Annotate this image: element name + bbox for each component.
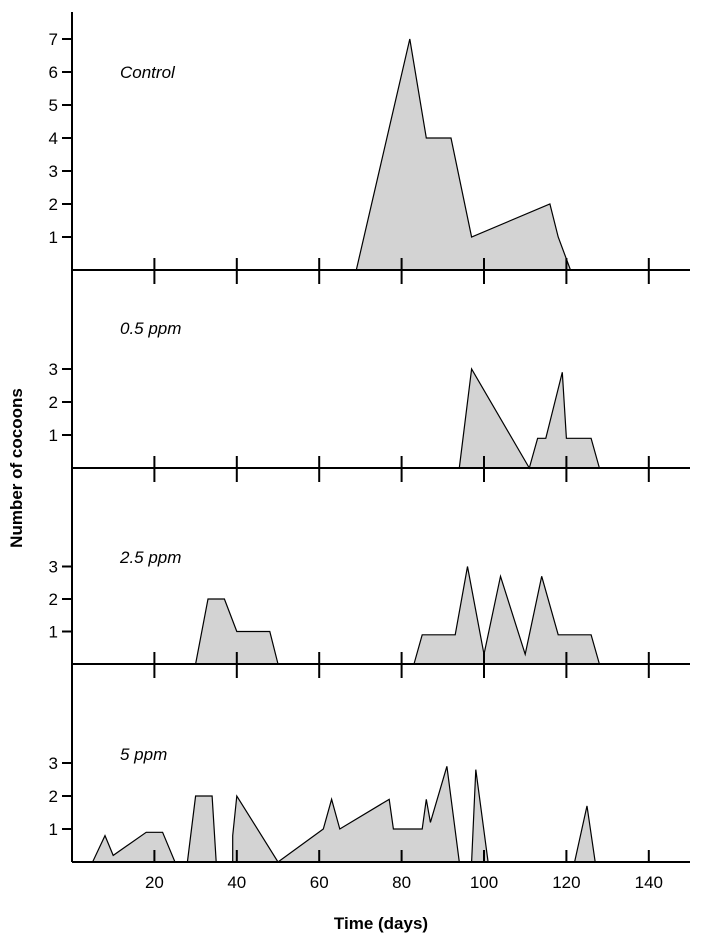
area-5-ppm-segment-4 (470, 769, 489, 863)
x-tick-label-20: 20 (145, 873, 164, 892)
y-tick-label-control-7: 7 (49, 30, 58, 49)
area-5-ppm-segment-1 (91, 831, 176, 863)
panel-label-2-5-ppm: 2.5 ppm (119, 548, 181, 567)
y-tick-label-control-5: 5 (49, 96, 58, 115)
y-tick-label-2-5-ppm-1: 1 (49, 623, 58, 642)
y-tick-label-2-5-ppm-3: 3 (49, 558, 58, 577)
area-5-ppm-segment-2 (186, 795, 217, 863)
y-tick-label-5-ppm-3: 3 (49, 754, 58, 773)
x-tick-label-120: 120 (552, 873, 580, 892)
area-2-5-ppm-segment-2 (413, 566, 601, 665)
x-axis-title: Time (days) (334, 914, 428, 933)
x-tick-label-100: 100 (470, 873, 498, 892)
y-tick-label-5-ppm-2: 2 (49, 787, 58, 806)
y-tick-label-0-5-ppm-3: 3 (49, 360, 58, 379)
y-tick-label-control-6: 6 (49, 63, 58, 82)
y-tick-label-control-1: 1 (49, 228, 58, 247)
y-tick-label-0-5-ppm-1: 1 (49, 426, 58, 445)
chart-panels: 1 2 3 4 5 6 7 Control 1 2 3 0.5 ppm 1 2 3 2.5 ppm 1 2 3 5 p… (49, 12, 690, 892)
x-tick-label-40: 40 (227, 873, 246, 892)
area-control-segment-1 (355, 38, 572, 271)
y-tick-label-0-5-ppm-2: 2 (49, 393, 58, 412)
y-tick-label-control-2: 2 (49, 195, 58, 214)
x-tick-label-60: 60 (310, 873, 329, 892)
y-tick-label-2-5-ppm-2: 2 (49, 590, 58, 609)
panel-label-0-5-ppm: 0.5 ppm (120, 319, 181, 338)
area-5-ppm-segment-5 (573, 805, 596, 863)
y-tick-label-5-ppm-1: 1 (49, 820, 58, 839)
area-5-ppm-segment-3 (232, 766, 460, 863)
panel-label-5-ppm: 5 ppm (120, 745, 167, 764)
panel-label-control: Control (120, 63, 176, 82)
y-tick-label-control-4: 4 (49, 129, 58, 148)
y-axis-title: Number of cocoons (7, 388, 26, 548)
x-tick-label-80: 80 (392, 873, 411, 892)
y-tick-label-control-3: 3 (49, 162, 58, 181)
x-tick-label-140: 140 (635, 873, 663, 892)
area-0-5-ppm-segment-1 (458, 367, 601, 470)
